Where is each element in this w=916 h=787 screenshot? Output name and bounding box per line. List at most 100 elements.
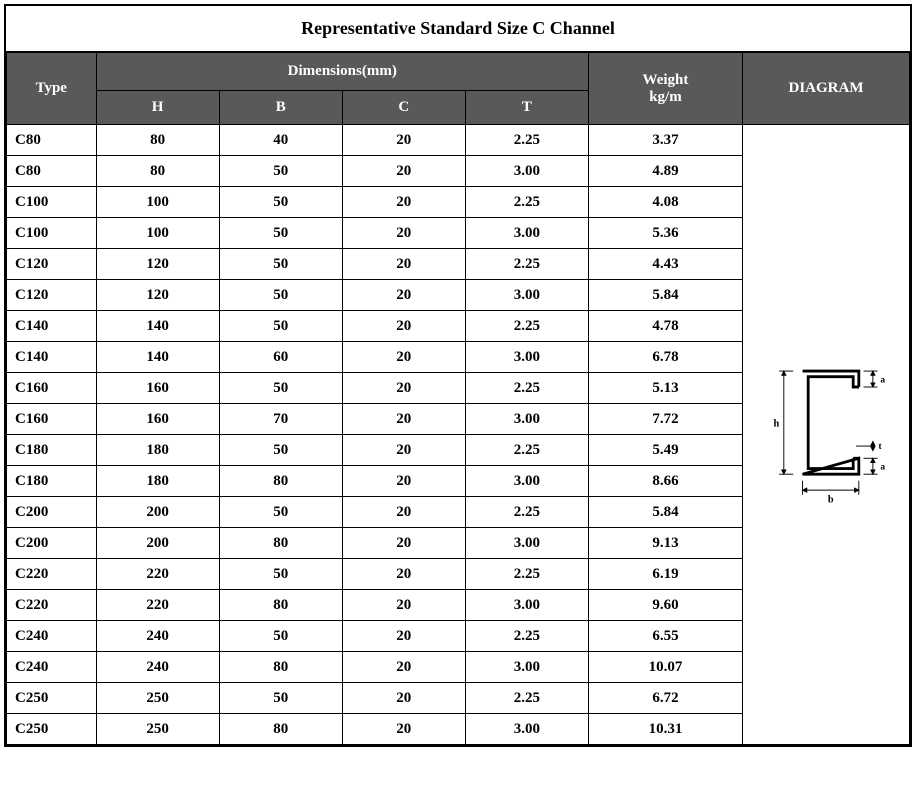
cell-type: C180 [7, 435, 97, 466]
cell-H: 180 [96, 466, 219, 497]
cell-B: 50 [219, 559, 342, 590]
c-channel-diagram: h b a a t [751, 357, 901, 507]
col-weight-header: Weight kg/m [588, 53, 742, 125]
cell-B: 80 [219, 714, 342, 745]
cell-T: 2.25 [465, 559, 588, 590]
col-T-header: T [465, 91, 588, 125]
cell-T: 3.00 [465, 280, 588, 311]
cell-type: C120 [7, 280, 97, 311]
cell-B: 50 [219, 218, 342, 249]
cell-weight: 10.31 [588, 714, 742, 745]
cell-H: 140 [96, 311, 219, 342]
col-C-header: C [342, 91, 465, 125]
cell-weight: 9.13 [588, 528, 742, 559]
cell-weight: 6.19 [588, 559, 742, 590]
cell-type: C250 [7, 683, 97, 714]
cell-T: 2.25 [465, 311, 588, 342]
cell-C: 20 [342, 435, 465, 466]
cell-C: 20 [342, 187, 465, 218]
cell-T: 3.00 [465, 714, 588, 745]
cell-type: C240 [7, 621, 97, 652]
cell-type: C240 [7, 652, 97, 683]
cell-T: 2.25 [465, 683, 588, 714]
cell-type: C200 [7, 528, 97, 559]
cell-weight: 5.49 [588, 435, 742, 466]
cell-weight: 8.66 [588, 466, 742, 497]
cell-C: 20 [342, 559, 465, 590]
col-type-header: Type [7, 53, 97, 125]
cell-T: 3.00 [465, 218, 588, 249]
cell-H: 240 [96, 652, 219, 683]
cell-weight: 5.13 [588, 373, 742, 404]
cell-type: C80 [7, 156, 97, 187]
table-title: Representative Standard Size C Channel [6, 6, 910, 52]
cell-T: 3.00 [465, 466, 588, 497]
cell-H: 250 [96, 714, 219, 745]
cell-T: 2.25 [465, 497, 588, 528]
diagram-label-h: h [774, 418, 780, 429]
cell-weight: 6.55 [588, 621, 742, 652]
cell-C: 20 [342, 342, 465, 373]
cell-type: C120 [7, 249, 97, 280]
cell-T: 2.25 [465, 373, 588, 404]
cell-T: 3.00 [465, 156, 588, 187]
cell-H: 180 [96, 435, 219, 466]
col-H-header: H [96, 91, 219, 125]
cell-B: 80 [219, 652, 342, 683]
cell-C: 20 [342, 156, 465, 187]
cell-B: 50 [219, 187, 342, 218]
cell-T: 3.00 [465, 404, 588, 435]
cell-H: 80 [96, 125, 219, 156]
cell-weight: 5.36 [588, 218, 742, 249]
diagram-label-a-bot: a [880, 463, 885, 473]
cell-C: 20 [342, 125, 465, 156]
cell-B: 50 [219, 280, 342, 311]
col-diagram-header: DIAGRAM [743, 53, 910, 125]
cell-B: 50 [219, 249, 342, 280]
cell-B: 50 [219, 156, 342, 187]
cell-C: 20 [342, 683, 465, 714]
cell-T: 2.25 [465, 435, 588, 466]
cell-weight: 4.89 [588, 156, 742, 187]
cell-weight: 7.72 [588, 404, 742, 435]
cell-H: 220 [96, 559, 219, 590]
cell-C: 20 [342, 466, 465, 497]
diagram-label-b: b [828, 494, 834, 505]
cell-type: C100 [7, 218, 97, 249]
cell-B: 60 [219, 342, 342, 373]
cell-B: 50 [219, 311, 342, 342]
cell-C: 20 [342, 218, 465, 249]
cell-weight: 5.84 [588, 497, 742, 528]
cell-T: 3.00 [465, 652, 588, 683]
cell-type: C140 [7, 342, 97, 373]
cell-B: 50 [219, 373, 342, 404]
cell-type: C220 [7, 590, 97, 621]
cell-T: 2.25 [465, 187, 588, 218]
cell-H: 240 [96, 621, 219, 652]
cell-weight: 6.78 [588, 342, 742, 373]
cell-T: 3.00 [465, 590, 588, 621]
cell-H: 200 [96, 497, 219, 528]
cell-B: 80 [219, 528, 342, 559]
cell-H: 80 [96, 156, 219, 187]
table-row: C808040202.253.37 h b a a t [7, 125, 910, 156]
table-body: C808040202.253.37 h b a a t C808050203.0… [7, 125, 910, 745]
diagram-label-t: t [879, 442, 883, 452]
cell-C: 20 [342, 404, 465, 435]
cell-B: 40 [219, 125, 342, 156]
cell-C: 20 [342, 311, 465, 342]
diagram-label-a-top: a [880, 375, 885, 385]
cell-B: 50 [219, 683, 342, 714]
diagram-cell: h b a a t [743, 125, 910, 745]
cell-weight: 6.72 [588, 683, 742, 714]
cell-C: 20 [342, 280, 465, 311]
cell-H: 120 [96, 249, 219, 280]
cell-B: 50 [219, 621, 342, 652]
cell-H: 100 [96, 218, 219, 249]
cell-B: 50 [219, 435, 342, 466]
cell-C: 20 [342, 528, 465, 559]
cell-H: 200 [96, 528, 219, 559]
weight-label-line2: kg/m [649, 89, 682, 105]
cell-weight: 10.07 [588, 652, 742, 683]
cell-H: 120 [96, 280, 219, 311]
